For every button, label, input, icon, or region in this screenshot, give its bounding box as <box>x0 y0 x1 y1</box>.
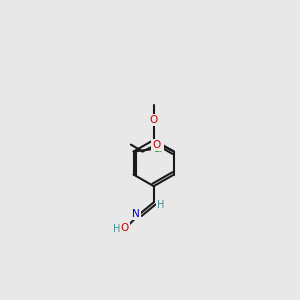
Text: Cl: Cl <box>153 144 163 154</box>
Text: O: O <box>152 140 160 150</box>
Text: O: O <box>121 223 129 233</box>
Text: N: N <box>132 209 140 219</box>
Text: O: O <box>150 115 158 125</box>
Text: H: H <box>113 224 120 234</box>
Text: H: H <box>157 200 164 210</box>
